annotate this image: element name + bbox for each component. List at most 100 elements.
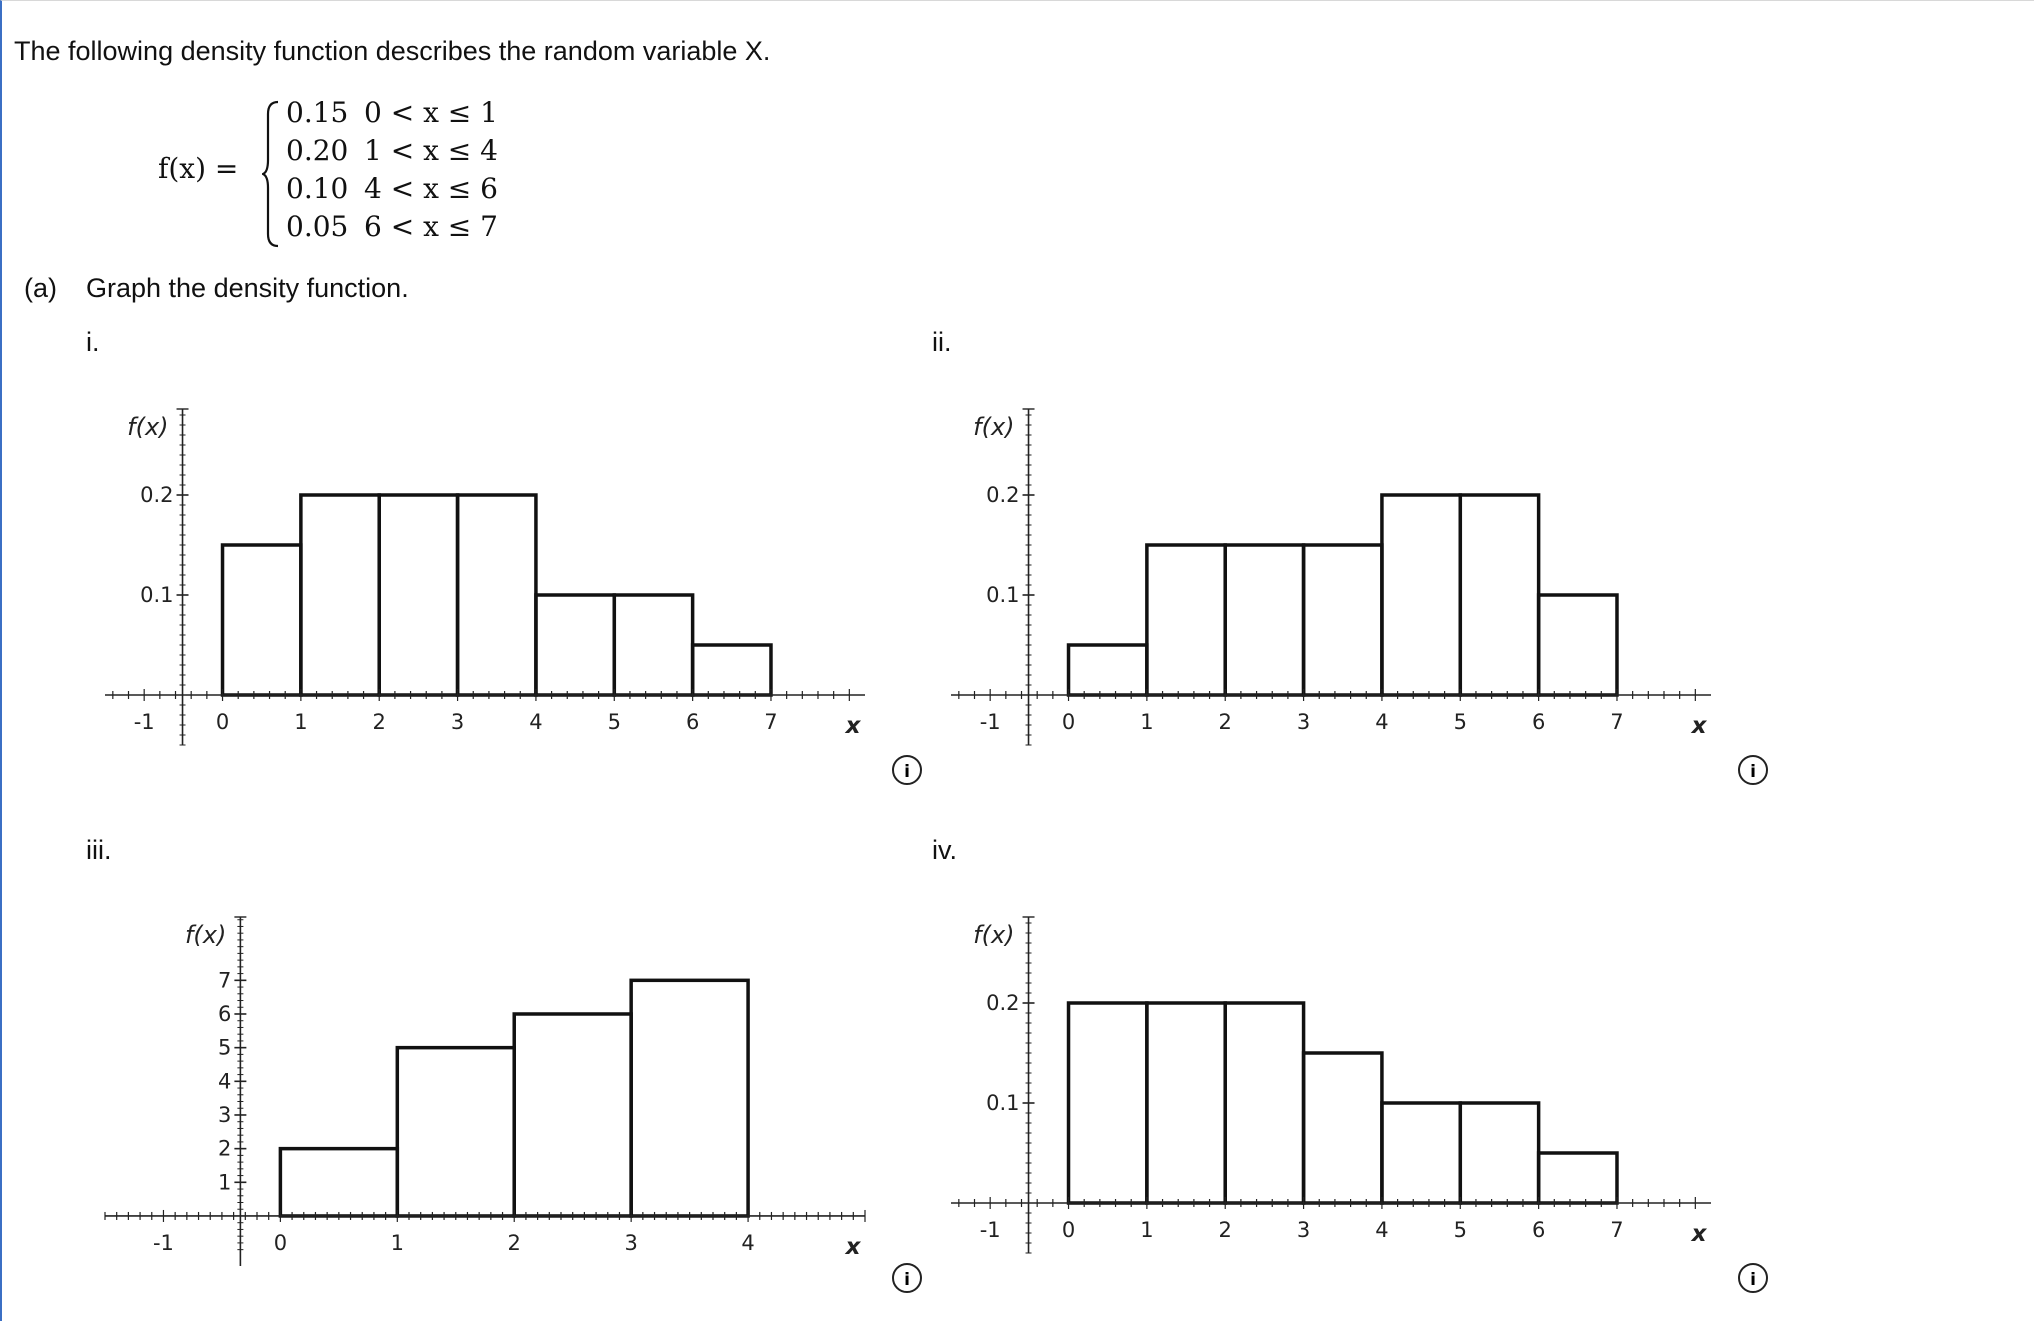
bar: [1380, 493, 1463, 697]
y-tick-label: 0.2: [986, 483, 1019, 507]
info-circle-icon[interactable]: i: [890, 753, 924, 787]
x-tick-label: 3: [624, 1231, 637, 1255]
x-axis-label: x: [845, 713, 862, 739]
x-tick-label: -1: [980, 1218, 1001, 1242]
x-tick-label: 2: [373, 710, 386, 734]
x-tick-label: -1: [153, 1231, 174, 1255]
y-axis-label: f(x): [973, 921, 1014, 949]
density-chart-iv: -1 0 1 2 3 4 5 6 7 x 0.1 0.2 f(x): [951, 916, 1711, 1254]
y-tick-label: 0.1: [986, 583, 1019, 607]
info-circle-icon[interactable]: i: [1736, 1261, 1770, 1295]
bar: [1301, 1051, 1384, 1205]
x-tick-label: 4: [529, 710, 542, 734]
bar: [278, 1146, 400, 1218]
y-tick-label: 2: [218, 1137, 231, 1161]
y-tick-label: 4: [218, 1069, 231, 1093]
case-value: 0.05: [286, 210, 349, 243]
x-tick-label: 2: [1219, 1218, 1232, 1242]
left-brace: [262, 100, 279, 248]
x-tick-label: 7: [1610, 710, 1623, 734]
x-tick-label: 0: [216, 710, 229, 734]
x-tick-label: 2: [1219, 710, 1232, 734]
bar: [1536, 593, 1619, 697]
bar: [1066, 1001, 1149, 1205]
y-tick-label: 0.1: [986, 1091, 1019, 1115]
density-chart-iii: -1 0 1 2 3 4 x 1 2 3 4 5 6 7 f(x): [104, 916, 866, 1266]
bar: [1458, 1101, 1541, 1205]
option-label-ii: ii.: [932, 327, 952, 357]
x-tick-label: 6: [686, 710, 699, 734]
y-tick-label: 5: [218, 1036, 231, 1060]
y-tick-label: 6: [218, 1002, 231, 1026]
bar: [1380, 1101, 1463, 1205]
part-label: (a): [24, 273, 57, 303]
x-tick-label: 5: [608, 710, 621, 734]
svg-text:i: i: [904, 762, 910, 782]
option-label-iii: iii.: [86, 835, 112, 865]
bar: [512, 1012, 633, 1218]
x-tick-label: 1: [391, 1231, 404, 1255]
svg-text:i: i: [1750, 762, 1756, 782]
bar: [612, 593, 695, 697]
case-condition: 1 < x ≤ 4: [364, 134, 498, 167]
x-tick-label: 1: [1140, 1218, 1153, 1242]
x-tick-label: 0: [1062, 1218, 1075, 1242]
option-label-iv: iv.: [932, 835, 957, 865]
case-condition: 6 < x ≤ 7: [364, 210, 498, 243]
density-chart-i: -1 0 1 2 3 4 5 6 7 x 0.1 0.2 f(x): [105, 408, 865, 746]
y-tick-label: 7: [218, 968, 231, 992]
bar: [377, 493, 460, 697]
part-instruction: Graph the density function.: [86, 273, 409, 303]
x-tick-label: 0: [274, 1231, 287, 1255]
function-label: f(x) =: [158, 152, 239, 185]
x-tick-label: 3: [451, 710, 464, 734]
x-axis-label: x: [1691, 713, 1708, 739]
x-tick-label: 7: [764, 710, 777, 734]
bar: [1223, 1001, 1306, 1205]
bar: [395, 1045, 516, 1218]
bar: [629, 978, 750, 1218]
bar: [455, 493, 538, 697]
case-value: 0.20: [286, 134, 349, 167]
x-tick-label: 3: [1297, 1218, 1310, 1242]
problem-intro: The following density function describes…: [14, 36, 771, 66]
x-tick-label: -1: [980, 710, 1001, 734]
case-value: 0.10: [286, 172, 349, 205]
bar: [220, 543, 303, 697]
bar: [1301, 543, 1384, 697]
case-condition: 4 < x ≤ 6: [364, 172, 498, 205]
y-axis-label: f(x): [973, 413, 1014, 441]
x-tick-label: 0: [1062, 710, 1075, 734]
x-tick-label: 6: [1532, 710, 1545, 734]
y-axis-label: f(x): [127, 413, 168, 441]
case-value: 0.15: [286, 96, 349, 129]
x-tick-label: 5: [1454, 1218, 1467, 1242]
y-tick-label: 1: [218, 1170, 231, 1194]
info-circle-icon[interactable]: i: [890, 1261, 924, 1295]
case-condition: 0 < x ≤ 1: [364, 96, 498, 129]
density-chart-ii: -1 0 1 2 3 4 5 6 7 x 0.1 0.2 f(x): [951, 408, 1711, 746]
x-tick-label: 6: [1532, 1218, 1545, 1242]
x-axis-label: x: [1691, 1221, 1708, 1247]
x-tick-label: -1: [134, 710, 155, 734]
x-tick-label: 3: [1297, 710, 1310, 734]
x-tick-label: 4: [1375, 710, 1388, 734]
x-tick-label: 1: [1140, 710, 1153, 734]
x-axis-label: x: [845, 1234, 862, 1260]
x-tick-label: 5: [1454, 710, 1467, 734]
bar: [1458, 493, 1541, 697]
bar: [690, 643, 773, 697]
bar: [299, 493, 381, 697]
bar: [1536, 1151, 1619, 1205]
x-tick-label: 2: [508, 1231, 521, 1255]
option-label-i: i.: [86, 327, 100, 357]
svg-text:i: i: [904, 1270, 910, 1290]
info-circle-icon[interactable]: i: [1736, 753, 1770, 787]
x-tick-label: 7: [1610, 1218, 1623, 1242]
bar: [1223, 543, 1306, 697]
x-tick-label: 1: [294, 710, 307, 734]
y-tick-label: 0.2: [140, 483, 173, 507]
bar: [1145, 1001, 1227, 1205]
y-tick-label: 0.1: [140, 583, 173, 607]
